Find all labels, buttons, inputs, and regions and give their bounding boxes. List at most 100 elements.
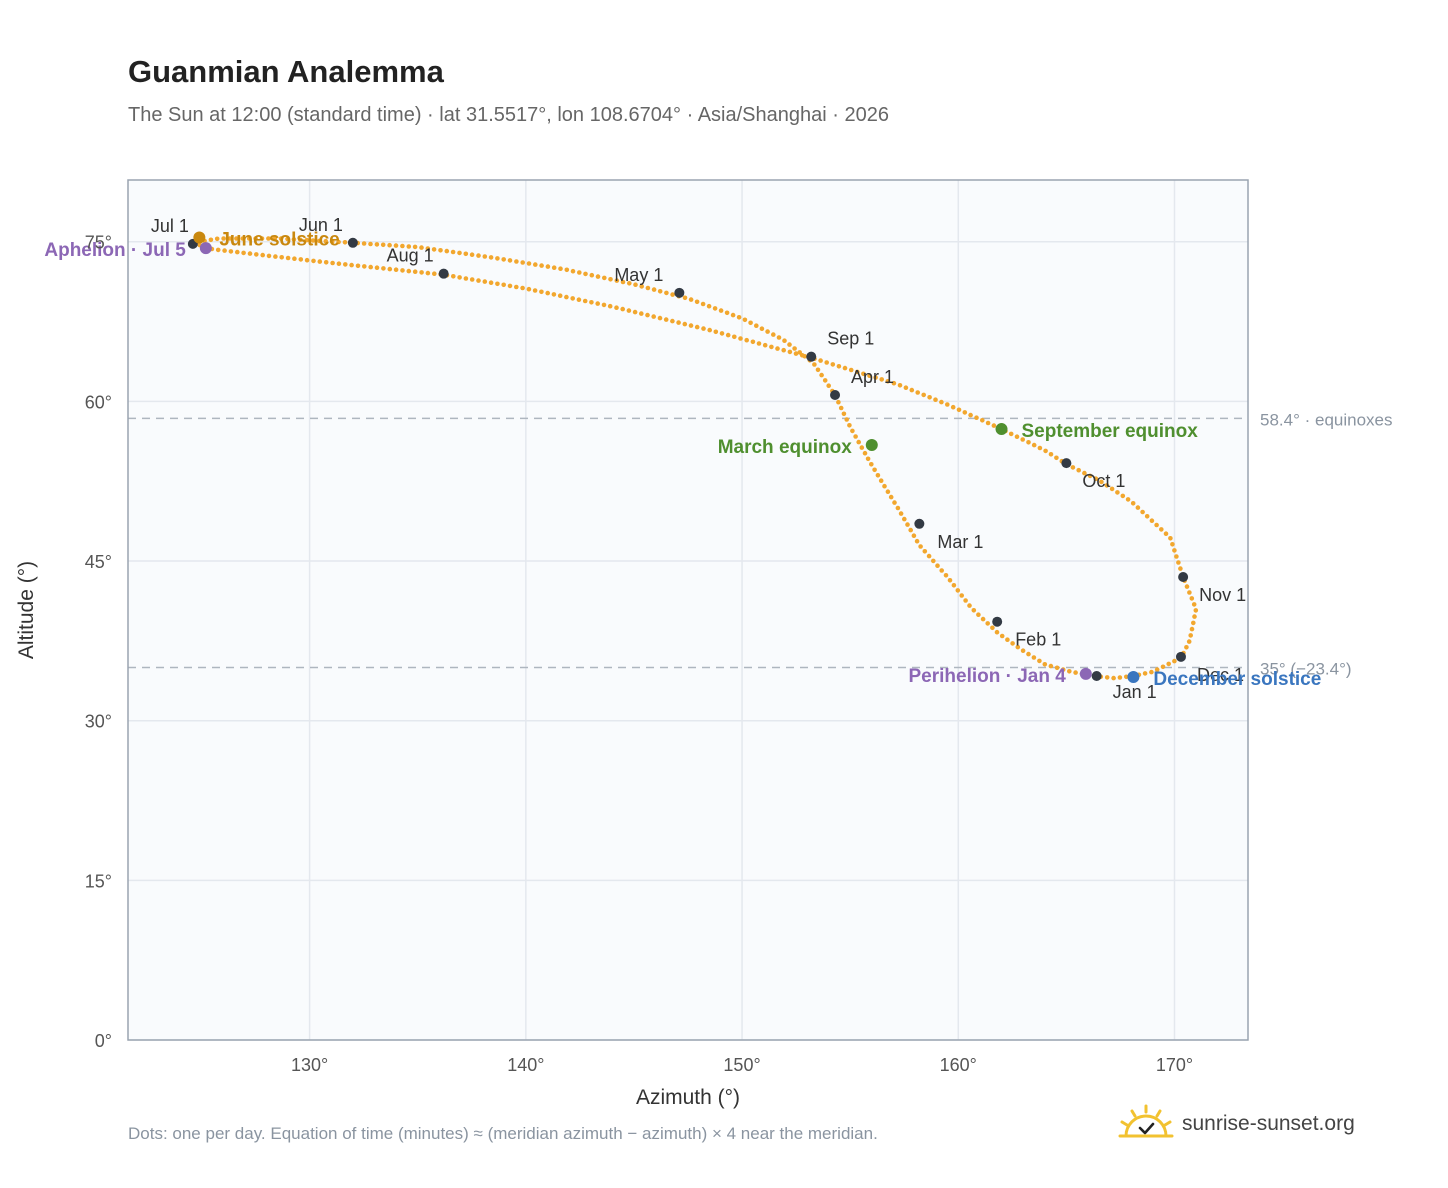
month-label: Apr 1 [851, 367, 894, 387]
day-dot [526, 286, 532, 292]
day-dot [1168, 536, 1173, 541]
day-dot [1042, 662, 1048, 667]
day-dot [718, 308, 724, 313]
day-dot [431, 247, 437, 252]
day-dot [963, 598, 968, 603]
y-tick-label: 15° [85, 871, 112, 891]
day-dot [1184, 645, 1189, 650]
day-dot [1149, 669, 1154, 675]
day-dot [765, 329, 770, 334]
day-dot [310, 238, 316, 243]
day-dot [221, 236, 226, 241]
day-dot [545, 264, 551, 269]
day-dot [914, 538, 920, 544]
day-dot [406, 268, 412, 274]
event-dot [865, 439, 878, 452]
day-dot [694, 324, 700, 330]
day-dot [381, 266, 386, 271]
day-dot [457, 275, 462, 280]
day-dot [627, 281, 632, 286]
day-dot [822, 378, 828, 383]
day-dot [1026, 440, 1031, 445]
y-tick-label: 0° [95, 1031, 112, 1051]
day-dot [1037, 445, 1043, 451]
x-tick-label: 150° [723, 1055, 760, 1075]
day-dot [639, 311, 644, 316]
day-dot [463, 276, 469, 281]
day-dot [393, 267, 399, 273]
day-dot [664, 290, 669, 296]
day-dot [719, 331, 725, 336]
day-dot [253, 236, 258, 241]
x-tick-label: 160° [940, 1055, 977, 1075]
day-dot [1135, 505, 1141, 510]
day-dot [336, 261, 342, 267]
day-dot [1037, 658, 1042, 664]
day-dot [304, 257, 310, 263]
day-dot [787, 342, 792, 347]
day-dot [298, 237, 303, 243]
day-dot [520, 285, 525, 291]
day-dot [892, 500, 897, 505]
day-dot [943, 573, 949, 578]
month-label: Oct 1 [1082, 471, 1125, 491]
day-dot [775, 346, 780, 351]
day-dot [898, 511, 904, 516]
month-label: Aug 1 [387, 246, 434, 266]
brand-name[interactable]: sunrise-sunset.org [1182, 1112, 1355, 1135]
month-dot [914, 518, 925, 529]
day-dot [361, 241, 367, 246]
day-dot [1125, 497, 1131, 502]
day-dot [507, 258, 513, 263]
day-dot [991, 423, 997, 428]
day-dot [620, 306, 625, 312]
day-dot [1020, 437, 1025, 442]
day-dot [950, 404, 956, 410]
day-dot [368, 241, 373, 247]
day-dot [444, 248, 450, 254]
day-dot [355, 263, 361, 269]
month-label: Jul 1 [151, 216, 189, 236]
day-dot [501, 282, 507, 288]
day-dot [1191, 620, 1196, 626]
day-dot [712, 306, 718, 311]
day-dot [902, 516, 907, 522]
day-dot [520, 260, 525, 265]
day-dot [908, 527, 913, 533]
day-dot [922, 549, 928, 554]
day-dot [336, 239, 341, 245]
day-dot [608, 277, 613, 282]
day-dot [657, 289, 663, 294]
day-dot [707, 327, 712, 333]
day-dot [971, 608, 977, 613]
event-dot [995, 423, 1008, 436]
day-dot [425, 246, 431, 251]
event-dot [1127, 671, 1140, 684]
day-dot [738, 336, 743, 341]
month-dot [1061, 458, 1072, 469]
day-dot [682, 321, 688, 327]
day-dot [1178, 566, 1183, 571]
day-dot [1109, 486, 1115, 492]
day-dot [905, 522, 910, 527]
event-label: December solstice [1153, 669, 1321, 690]
day-dot [558, 266, 563, 272]
day-dot [844, 417, 849, 422]
day-dot [272, 236, 278, 241]
day-dot [878, 478, 884, 484]
day-dot [980, 418, 985, 423]
day-dot [419, 270, 424, 275]
day-dot [911, 533, 917, 538]
day-dot [915, 390, 920, 395]
day-dot [955, 588, 961, 593]
day-dot [514, 284, 519, 290]
brand[interactable]: sunrise-sunset.org [1118, 1102, 1355, 1146]
day-dot [1048, 452, 1054, 457]
month-dot [674, 287, 685, 298]
month-dot [1091, 670, 1102, 681]
day-dot [406, 244, 412, 249]
day-dot [1140, 509, 1145, 515]
day-dot [1073, 670, 1078, 675]
day-dot [1015, 644, 1021, 650]
